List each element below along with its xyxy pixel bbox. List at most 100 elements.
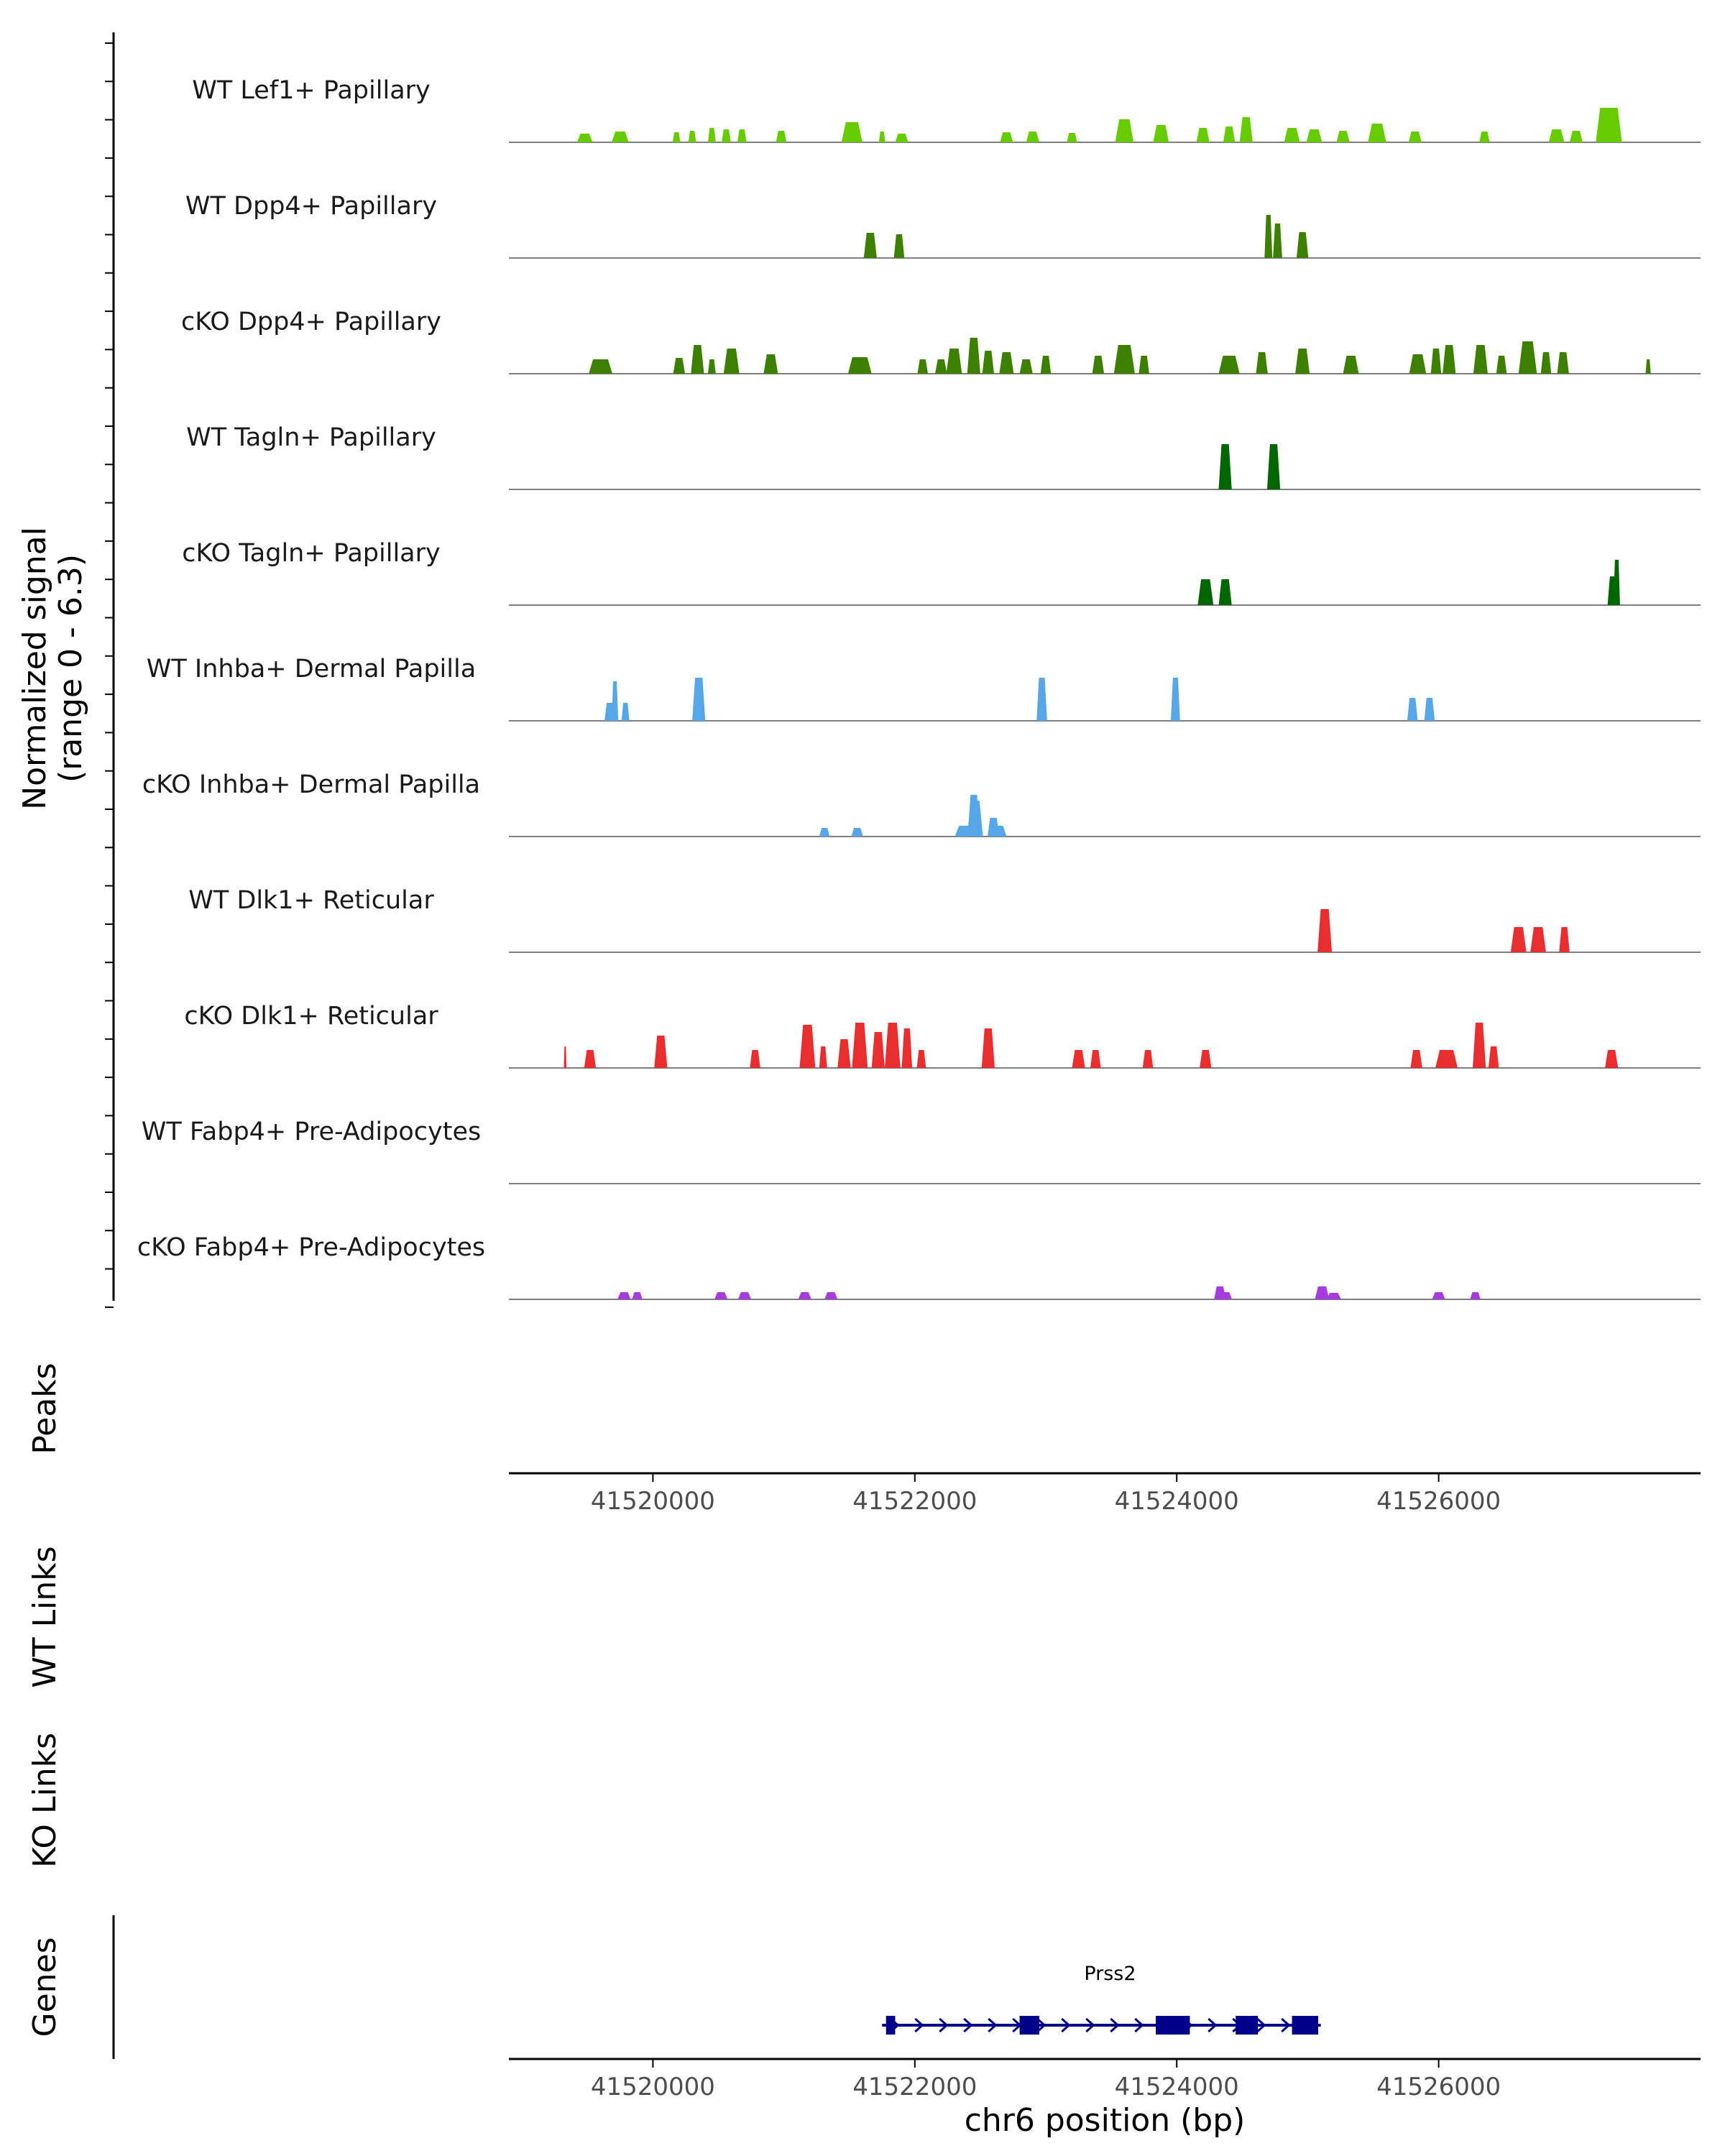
signal-peak xyxy=(837,1039,851,1068)
signal-peak xyxy=(1368,124,1386,142)
track-label: WT Fabp4+ Pre-Adipocytes xyxy=(142,1118,481,1146)
signal-peak xyxy=(917,359,929,374)
strand-arrow xyxy=(988,2017,998,2033)
gene-exon xyxy=(1292,2016,1318,2035)
track-1: WT Dpp4+ Papillary xyxy=(185,192,1701,259)
signal-peak xyxy=(1296,232,1309,258)
track-label: WT Lef1+ Papillary xyxy=(192,76,431,105)
signal-peak xyxy=(654,1036,668,1068)
peaks-panel-label: Peaks xyxy=(27,1363,63,1454)
track-6: cKO Inhba+ Dermal Papilla xyxy=(142,770,1701,837)
signal-peak xyxy=(1000,132,1013,142)
genes-x-axis-ticks: 41520000 41522000 41524000 41526000 xyxy=(591,2059,1501,2101)
signal-peak xyxy=(1326,1293,1341,1299)
signal-peak xyxy=(1409,354,1427,374)
signal-peak xyxy=(1559,927,1570,952)
signal-peak xyxy=(884,1023,901,1068)
strand-arrow xyxy=(1208,2017,1218,2033)
signal-peak xyxy=(847,357,872,374)
signal-peak xyxy=(672,132,681,142)
signal-peak xyxy=(1343,356,1359,374)
gene-exon xyxy=(1236,2016,1259,2035)
gene-track: Prss2 xyxy=(882,1963,1321,2035)
signal-peak xyxy=(1223,126,1236,142)
signal-peak xyxy=(863,233,877,258)
x-axis-title: chr6 position (bp) xyxy=(965,2102,1246,2139)
track-label: WT Dpp4+ Papillary xyxy=(185,192,437,221)
signal-peak xyxy=(589,359,612,374)
track-5: WT Inhba+ Dermal Papilla xyxy=(147,655,1701,722)
signal-peak xyxy=(1613,560,1620,605)
signal-peak xyxy=(1153,125,1169,142)
signal-peak xyxy=(722,129,731,142)
x-tick-label: 41520000 xyxy=(591,1487,715,1516)
signal-peak xyxy=(1113,345,1135,374)
signal-peak xyxy=(1019,359,1033,374)
signal-peak xyxy=(1256,352,1268,374)
signal-peak xyxy=(1040,356,1052,374)
signal-peak xyxy=(981,1028,995,1068)
signal-peak xyxy=(1407,698,1418,721)
signal-peak xyxy=(1479,132,1490,142)
signal-peak xyxy=(967,795,980,837)
y-axis-title-line-2: (range 0 - 6.3) xyxy=(52,554,89,783)
signal-peak xyxy=(1092,356,1105,374)
x-tick-label: 41526000 xyxy=(1376,1487,1501,1516)
strand-arrow xyxy=(963,2017,973,2033)
signal-peak xyxy=(1557,352,1569,374)
signal-peak xyxy=(1596,108,1622,142)
strand-arrow xyxy=(1281,2017,1291,2033)
signal-peak xyxy=(1496,356,1507,374)
signal-peak xyxy=(1473,345,1488,374)
signal-peak xyxy=(1470,1292,1481,1299)
strand-arrow xyxy=(1110,2017,1120,2033)
track-10: cKO Fabp4+ Pre-Adipocytes xyxy=(137,1233,1701,1300)
signal-peak xyxy=(819,1046,827,1068)
signal-peak xyxy=(1336,131,1350,142)
signal-peak xyxy=(1072,1050,1085,1068)
track-label: WT Inhba+ Dermal Papilla xyxy=(147,655,476,683)
signal-peak xyxy=(737,129,747,142)
signal-peak xyxy=(798,1292,811,1299)
signal-peak xyxy=(1443,345,1456,374)
y-axis-title-line-1: Normalized signal xyxy=(17,527,53,810)
signal-peak xyxy=(707,128,716,142)
signal-peak xyxy=(1218,579,1232,605)
strand-arrow xyxy=(1134,2017,1144,2033)
signal-peak xyxy=(1067,133,1077,142)
signal-peak xyxy=(1171,678,1180,721)
signal-peak xyxy=(617,1292,631,1299)
signal-peak xyxy=(1239,117,1253,142)
track-7: WT Dlk1+ Reticular xyxy=(188,886,1701,953)
signal-peak xyxy=(1197,579,1214,605)
x-tick-label: 41520000 xyxy=(591,2073,715,2101)
track-0: WT Lef1+ Papillary xyxy=(192,76,1701,143)
strand-arrow xyxy=(1036,2017,1046,2033)
signal-peak xyxy=(982,351,995,374)
signal-peak xyxy=(707,359,716,374)
signal-peak xyxy=(871,1032,885,1068)
strand-arrow xyxy=(1061,2017,1071,2033)
signal-peak xyxy=(1026,132,1039,142)
y-axis-title: Normalized signal (range 0 - 6.3) xyxy=(17,527,89,810)
signal-peak xyxy=(1472,1023,1486,1068)
gene-name-label: Prss2 xyxy=(1084,1963,1136,1985)
wt-links-panel-label: WT Links xyxy=(27,1546,63,1687)
signal-peak xyxy=(1569,131,1583,142)
signal-peak xyxy=(901,1028,913,1068)
track-label: cKO Dlk1+ Reticular xyxy=(184,1002,438,1031)
signal-peak xyxy=(1317,909,1333,952)
signal-peak xyxy=(632,1292,643,1299)
peaks-x-axis-ticks: 41520000 41522000 41524000 41526000 xyxy=(591,1473,1501,1516)
signal-peak xyxy=(1518,341,1537,374)
track-label: cKO Inhba+ Dermal Papilla xyxy=(142,770,480,799)
x-tick-label: 41522000 xyxy=(852,2073,977,2101)
signal-peak xyxy=(723,349,740,374)
strand-arrow xyxy=(939,2017,949,2033)
signal-peak xyxy=(1410,1050,1422,1068)
x-tick-label: 41526000 xyxy=(1376,2073,1501,2101)
track-label: WT Dlk1+ Reticular xyxy=(188,886,434,915)
signal-peak xyxy=(1435,1050,1458,1068)
signal-peak xyxy=(824,1292,838,1299)
